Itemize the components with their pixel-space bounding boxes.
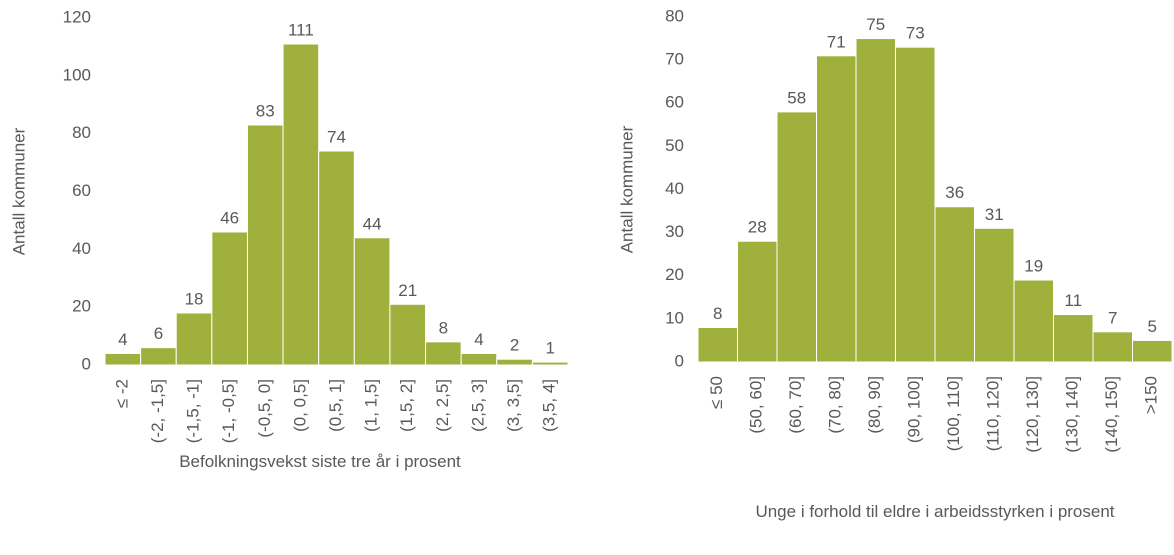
- bar: [460, 352, 498, 366]
- y-tick-label: 20: [72, 297, 91, 316]
- y-axis-title: Antall kommuner: [617, 125, 636, 253]
- x-tick-label: (1, 1,5]: [362, 379, 381, 432]
- x-tick-label: (-2, -1,5]: [148, 379, 167, 443]
- bar: [104, 352, 142, 366]
- y-tick-label: 120: [63, 7, 91, 26]
- x-tick-label: ≤ -2: [112, 379, 131, 408]
- value-label: 75: [866, 15, 885, 34]
- bar: [1092, 331, 1133, 363]
- value-label: 5: [1148, 317, 1157, 336]
- x-tick-label: (-1, -0,5]: [219, 379, 238, 443]
- bar: [425, 341, 462, 366]
- value-label: 44: [363, 214, 382, 233]
- bar: [974, 227, 1015, 363]
- bar: [1053, 314, 1094, 363]
- value-label: 18: [185, 289, 204, 308]
- x-axis-title: Befolkningsvekst siste tre år i prosent: [179, 452, 461, 471]
- x-tick-label: (80, 90]: [865, 376, 884, 434]
- value-label: 83: [256, 101, 275, 120]
- value-label: 11: [1064, 291, 1082, 310]
- y-tick-label: 40: [72, 239, 91, 258]
- bar: [737, 240, 778, 363]
- bar: [140, 347, 177, 366]
- x-tick-label: (2,5, 3]: [468, 379, 487, 432]
- value-label: 4: [474, 330, 483, 349]
- x-tick-label: (3, 3,5]: [504, 379, 523, 432]
- bar: [531, 361, 569, 366]
- x-tick-label: (0,5, 1]: [326, 379, 345, 432]
- x-tick-label: (50, 60]: [747, 376, 766, 434]
- value-label: 4: [118, 330, 127, 349]
- bar: [246, 124, 284, 366]
- bar: [934, 206, 975, 363]
- x-tick-label: (100, 110]: [944, 376, 963, 451]
- y-tick-label: 40: [665, 179, 684, 198]
- y-tick-label: 80: [665, 6, 684, 25]
- bar: [282, 43, 320, 366]
- bar: [353, 237, 391, 366]
- value-label: 74: [327, 128, 346, 147]
- y-tick-label: 0: [675, 351, 684, 370]
- x-tick-label: (140, 150]: [1102, 376, 1121, 453]
- value-label: 7: [1108, 308, 1117, 327]
- x-tick-label: (2, 2,5]: [433, 379, 452, 432]
- value-label: 6: [154, 324, 163, 343]
- y-tick-label: 70: [665, 50, 684, 69]
- bar: [1013, 279, 1054, 363]
- bar: [175, 312, 213, 366]
- bar: [816, 55, 857, 363]
- y-tick-label: 100: [63, 65, 91, 84]
- x-axis-title: Unge i forhold til eldre i arbeidsstyrke…: [755, 502, 1115, 521]
- bar: [697, 327, 738, 363]
- bar: [1132, 339, 1173, 363]
- y-tick-label: 30: [665, 222, 684, 241]
- bar: [318, 150, 355, 366]
- value-label: 31: [985, 205, 1004, 224]
- value-label: 21: [398, 281, 417, 300]
- y-tick-label: 60: [665, 93, 684, 112]
- x-tick-label: (0, 0,5]: [290, 379, 309, 432]
- y-tick-label: 50: [665, 136, 684, 155]
- value-label: 46: [220, 208, 239, 227]
- x-tick-label: (70, 80]: [826, 376, 845, 434]
- value-label: 71: [827, 32, 846, 51]
- bar: [211, 231, 248, 366]
- value-label: 28: [748, 218, 767, 237]
- y-tick-label: 80: [72, 123, 91, 142]
- y-tick-label: 0: [82, 354, 91, 373]
- x-tick-label: (60, 70]: [786, 376, 805, 434]
- x-tick-label: >150: [1142, 376, 1161, 414]
- x-tick-label: (-0,5, 0]: [255, 379, 274, 438]
- bar: [895, 46, 936, 363]
- x-tick-label: (1,5, 2]: [397, 379, 416, 432]
- y-tick-label: 10: [665, 308, 684, 327]
- value-label: 58: [787, 88, 806, 107]
- x-tick-label: ≤ 50: [707, 376, 726, 409]
- x-tick-label: (110, 120]: [984, 376, 1003, 451]
- value-label: 36: [945, 183, 964, 202]
- value-label: 8: [439, 318, 448, 337]
- x-tick-label: (120, 130]: [1023, 376, 1042, 453]
- x-tick-label: (90, 100]: [905, 376, 924, 443]
- bar: [776, 111, 817, 363]
- bar: [855, 38, 896, 363]
- x-tick-label: (3,5, 4]: [540, 379, 559, 432]
- x-tick-label: (130, 140]: [1063, 376, 1082, 453]
- value-label: 1: [545, 339, 554, 358]
- bar: [496, 358, 533, 366]
- y-tick-label: 20: [665, 265, 684, 284]
- x-tick-label: (-1,5, -1]: [184, 379, 203, 443]
- y-axis-title: Antall kommuner: [9, 127, 28, 255]
- value-label: 8: [713, 304, 722, 323]
- value-label: 19: [1024, 257, 1043, 276]
- bar: [389, 303, 427, 366]
- value-label: 111: [288, 21, 314, 40]
- value-label: 73: [906, 24, 925, 43]
- value-label: 2: [510, 336, 519, 355]
- y-tick-label: 60: [72, 181, 91, 200]
